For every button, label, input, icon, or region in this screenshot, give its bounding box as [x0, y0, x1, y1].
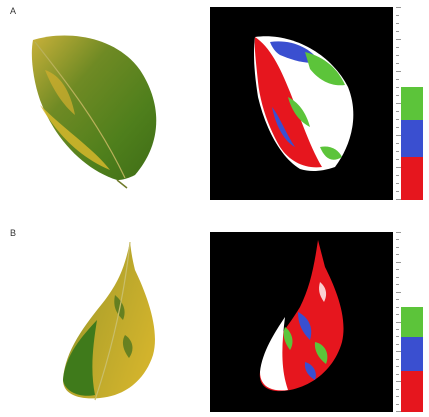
colorbar-tick — [396, 232, 402, 233]
colorbar-tick — [396, 7, 402, 8]
colorbar-tick — [396, 151, 399, 152]
leaf-a — [31, 35, 157, 180]
leaf-photo-a — [31, 35, 157, 189]
colorbar-segment-green — [401, 307, 423, 337]
colorbar-tick — [396, 47, 399, 48]
colorbar-tick — [396, 381, 402, 382]
colorbar-ticks-b — [396, 232, 404, 412]
classification-map-b — [210, 232, 393, 412]
colorbar-tick — [396, 344, 399, 345]
colorbar-tick — [396, 199, 402, 200]
colorbar-b — [401, 232, 423, 412]
colorbar-tick — [396, 254, 399, 255]
colorbar-segment-blue — [401, 337, 423, 371]
colorbar-tick — [396, 167, 402, 168]
colorbar-tick — [396, 299, 399, 300]
colorbar-tick — [396, 15, 399, 16]
colorbar-tick — [396, 135, 402, 136]
colorbar-tick — [396, 351, 402, 352]
colorbar-tick — [396, 63, 399, 64]
colorbar-tick — [396, 31, 399, 32]
colorbar-ticks-a — [396, 7, 404, 200]
colorbar-tick — [396, 247, 399, 248]
colorbar-tick — [396, 359, 399, 360]
colorbar-segment-red — [401, 157, 423, 200]
colorbar-tick — [396, 329, 399, 330]
colorbar-tick — [396, 389, 399, 390]
colorbar-tick — [396, 336, 399, 337]
colorbar-segment-blue — [401, 120, 423, 157]
colorbar-tick — [396, 175, 399, 176]
colorbar-segment-green — [401, 87, 423, 120]
colorbar-tick — [396, 39, 402, 40]
colorbar-tick — [396, 23, 399, 24]
colorbar-tick — [396, 127, 399, 128]
colorbar-tick — [396, 374, 399, 375]
panel-label-b: B — [10, 228, 17, 238]
colorbar-tick — [396, 322, 402, 323]
colorbar-tick — [396, 143, 399, 144]
colorbar-a — [401, 7, 423, 200]
colorbar-segment-red — [401, 371, 423, 412]
colorbar-tick — [396, 366, 399, 367]
colorbar-tick — [396, 411, 402, 412]
colorbar-tick — [396, 71, 402, 72]
colorbar-tick — [396, 269, 399, 270]
colorbar-tick — [396, 111, 399, 112]
colorbar-tick — [396, 307, 399, 308]
colorbar-tick — [396, 103, 402, 104]
colorbar-tick — [396, 262, 402, 263]
colorbar-tick — [396, 191, 399, 192]
panel-label-a: A — [10, 6, 17, 16]
colorbar-tick — [396, 277, 399, 278]
colorbar-tick — [396, 314, 399, 315]
colorbar-tick — [396, 292, 402, 293]
colorbar-tick — [396, 183, 399, 184]
colorbar-tick — [396, 119, 399, 120]
colorbar-tick — [396, 239, 399, 240]
colorbar-tick — [396, 159, 399, 160]
colorbar-tick — [396, 95, 399, 96]
colorbar-tick — [396, 396, 399, 397]
colorbar-tick — [396, 87, 399, 88]
colorbar-tick — [396, 79, 399, 80]
colorbar-tick — [396, 404, 399, 405]
colorbar-tick — [396, 55, 399, 56]
colorbar-tick — [396, 284, 399, 285]
classification-map-a — [210, 7, 393, 200]
leaf-photo-b — [63, 241, 155, 401]
